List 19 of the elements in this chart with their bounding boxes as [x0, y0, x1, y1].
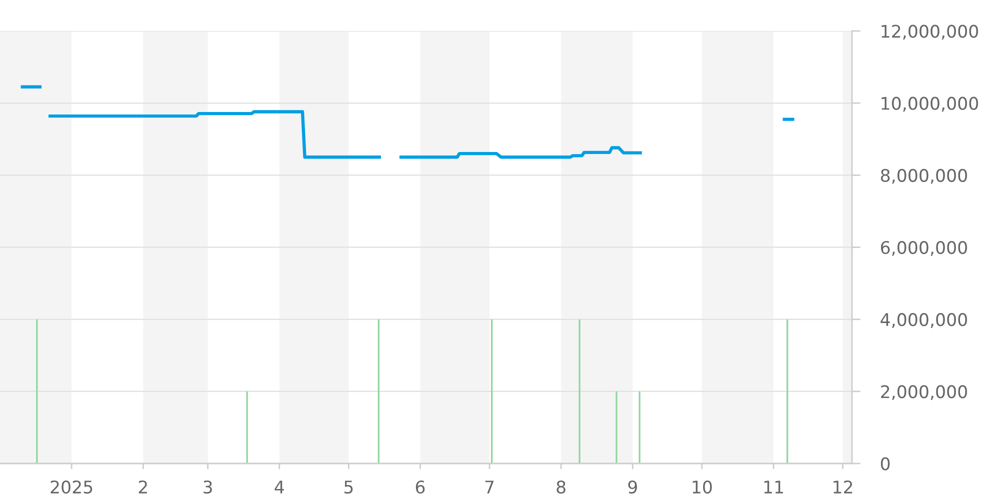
x-tick-label: 9: [628, 480, 637, 494]
y-tick-label: 6,000,000: [880, 240, 967, 256]
y-tick-label: 12,000,000: [882, 24, 978, 40]
x-tick-label: 5: [344, 480, 353, 494]
x-tick-label: 6: [416, 480, 425, 494]
x-tick-label: 10: [692, 480, 712, 494]
y-tick-label: 10,000,000: [882, 96, 978, 112]
x-tick-label: 7: [485, 480, 494, 494]
x-tick-label: 8: [556, 480, 566, 494]
x-tick-label: 3: [204, 480, 212, 494]
x-tick-label: 4: [274, 480, 284, 494]
y-tick-label: 4,000,000: [880, 313, 967, 328]
x-tick-label: 11: [764, 480, 783, 494]
x-tick-label: 2025: [50, 480, 92, 494]
y-tick-label: 0: [880, 457, 890, 470]
y-tick-label: 8,000,000: [880, 168, 967, 184]
x-tick-label: 2: [138, 480, 147, 494]
x-tick-label: 12: [834, 480, 852, 494]
y-tick-label: 2,000,000: [881, 385, 967, 400]
